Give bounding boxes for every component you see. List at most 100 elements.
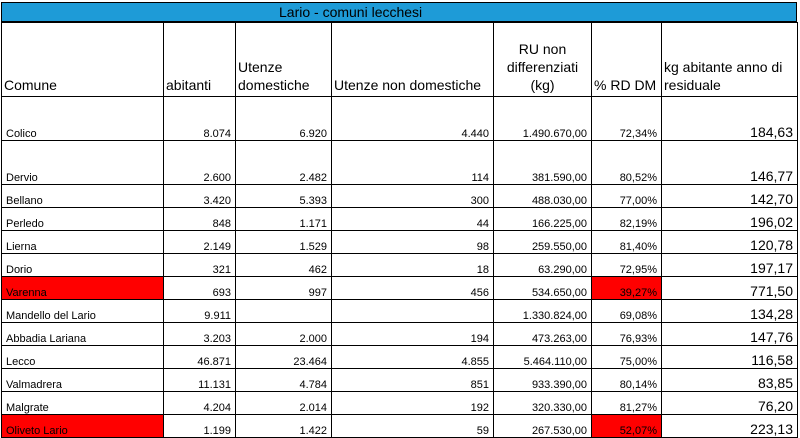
cell-utenze-non-domestiche: 4.440 bbox=[331, 96, 494, 141]
cell-utenze-domestiche: 1.171 bbox=[235, 207, 332, 231]
cell-kg-abitante: 196,02 bbox=[661, 207, 798, 231]
cell-kg-abitante: 771,50 bbox=[661, 276, 798, 300]
cell-ru-non-differenziati: 320.330,00 bbox=[493, 391, 592, 415]
header-comune: Comune bbox=[1, 22, 164, 97]
header-rd-dm: % RD DM bbox=[591, 22, 662, 97]
table-row: Lecco 46.871 23.464 4.855 5.464.110,00 75,00%… bbox=[1, 345, 798, 369]
table-title-bar: Lario - comuni lecchesi bbox=[1, 2, 797, 22]
cell-rd-dm: 80,52% bbox=[591, 140, 662, 185]
cell-utenze-non-domestiche: 192 bbox=[331, 391, 494, 415]
cell-rd-dm: 81,40% bbox=[591, 230, 662, 254]
cell-comune: Varenna bbox=[1, 276, 164, 300]
cell-utenze-domestiche: 23.464 bbox=[235, 345, 332, 369]
table-row: Malgrate 4.204 2.014 192 320.330,00 81,27% 76,… bbox=[1, 391, 798, 415]
cell-utenze-domestiche: 4.784 bbox=[235, 368, 332, 392]
cell-kg-abitante: 116,58 bbox=[661, 345, 798, 369]
table-row: Dorio 321 462 18 63.290,00 72,95% 197,17 bbox=[1, 253, 798, 277]
table-row: Mandello del Lario 9.911 1.330.824,00 69,08… bbox=[1, 299, 798, 323]
cell-utenze-domestiche: 1.529 bbox=[235, 230, 332, 254]
header-ru-non-differenziati: RU non differenziati (kg) bbox=[493, 22, 592, 97]
cell-kg-abitante: 223,13 bbox=[661, 414, 798, 438]
cell-kg-abitante: 76,20 bbox=[661, 391, 798, 415]
cell-utenze-non-domestiche bbox=[331, 299, 494, 323]
cell-utenze-non-domestiche: 194 bbox=[331, 322, 494, 346]
cell-utenze-domestiche: 997 bbox=[235, 276, 332, 300]
cell-utenze-domestiche: 2.000 bbox=[235, 322, 332, 346]
cell-ru-non-differenziati: 933.390,00 bbox=[493, 368, 592, 392]
table-title: Lario - comuni lecchesi bbox=[279, 4, 423, 20]
cell-ru-non-differenziati: 534.650,00 bbox=[493, 276, 592, 300]
cell-rd-dm: 82,19% bbox=[591, 207, 662, 231]
cell-rd-dm: 76,93% bbox=[591, 322, 662, 346]
cell-kg-abitante: 83,85 bbox=[661, 368, 798, 392]
cell-utenze-non-domestiche: 114 bbox=[331, 140, 494, 185]
cell-utenze-non-domestiche: 18 bbox=[331, 253, 494, 277]
table-row: Varenna 693 997 456 534.650,00 39,27% 771,50 bbox=[1, 276, 798, 300]
cell-utenze-non-domestiche: 59 bbox=[331, 414, 494, 438]
header-utenze-non-domestiche: Utenze non domestiche bbox=[331, 22, 494, 97]
cell-ru-non-differenziati: 473.263,00 bbox=[493, 322, 592, 346]
cell-abitanti: 693 bbox=[163, 276, 236, 300]
header-abitanti: abitanti bbox=[163, 22, 236, 97]
cell-rd-dm: 77,00% bbox=[591, 184, 662, 208]
table-row: Abbadia Lariana 3.203 2.000 194 473.263,00 76… bbox=[1, 322, 798, 346]
table-row: Dervio 2.600 2.482 114 381.590,00 80,52% 146,7… bbox=[1, 140, 798, 185]
header-kg-abitante: kg abitante anno di residuale bbox=[661, 22, 798, 97]
cell-utenze-non-domestiche: 98 bbox=[331, 230, 494, 254]
cell-utenze-domestiche: 2.014 bbox=[235, 391, 332, 415]
cell-abitanti: 3.203 bbox=[163, 322, 236, 346]
cell-rd-dm: 75,00% bbox=[591, 345, 662, 369]
cell-abitanti: 2.600 bbox=[163, 140, 236, 185]
cell-ru-non-differenziati: 166.225,00 bbox=[493, 207, 592, 231]
cell-comune: Abbadia Lariana bbox=[1, 322, 164, 346]
cell-comune: Oliveto Lario bbox=[1, 414, 164, 438]
cell-rd-dm: 81,27% bbox=[591, 391, 662, 415]
cell-abitanti: 321 bbox=[163, 253, 236, 277]
cell-ru-non-differenziati: 381.590,00 bbox=[493, 140, 592, 185]
cell-comune: Dervio bbox=[1, 140, 164, 185]
cell-abitanti: 3.420 bbox=[163, 184, 236, 208]
cell-rd-dm: 80,14% bbox=[591, 368, 662, 392]
table-row: Lierna 2.149 1.529 98 259.550,00 81,40% 120,78 bbox=[1, 230, 798, 254]
cell-comune: Malgrate bbox=[1, 391, 164, 415]
cell-ru-non-differenziati: 63.290,00 bbox=[493, 253, 592, 277]
cell-abitanti: 9.911 bbox=[163, 299, 236, 323]
cell-utenze-domestiche: 6.920 bbox=[235, 96, 332, 141]
cell-kg-abitante: 184,63 bbox=[661, 96, 798, 141]
cell-utenze-domestiche: 5.393 bbox=[235, 184, 332, 208]
table-row: Perledo 848 1.171 44 166.225,00 82,19% 196,02 bbox=[1, 207, 798, 231]
cell-rd-dm: 72,95% bbox=[591, 253, 662, 277]
cell-abitanti: 848 bbox=[163, 207, 236, 231]
cell-abitanti: 11.131 bbox=[163, 368, 236, 392]
cell-ru-non-differenziati: 5.464.110,00 bbox=[493, 345, 592, 369]
cell-ru-non-differenziati: 259.550,00 bbox=[493, 230, 592, 254]
cell-utenze-domestiche: 2.482 bbox=[235, 140, 332, 185]
cell-rd-dm: 52,07% bbox=[591, 414, 662, 438]
cell-ru-non-differenziati: 1.330.824,00 bbox=[493, 299, 592, 323]
cell-comune: Dorio bbox=[1, 253, 164, 277]
cell-rd-dm: 72,34% bbox=[591, 96, 662, 141]
cell-kg-abitante: 120,78 bbox=[661, 230, 798, 254]
table-row: Colico 8.074 6.920 4.440 1.490.670,00 72,34% 1… bbox=[1, 96, 798, 141]
cell-utenze-non-domestiche: 300 bbox=[331, 184, 494, 208]
cell-utenze-domestiche: 462 bbox=[235, 253, 332, 277]
cell-rd-dm: 69,08% bbox=[591, 299, 662, 323]
cell-comune: Valmadrera bbox=[1, 368, 164, 392]
cell-ru-non-differenziati: 488.030,00 bbox=[493, 184, 592, 208]
cell-comune: Mandello del Lario bbox=[1, 299, 164, 323]
cell-utenze-non-domestiche: 851 bbox=[331, 368, 494, 392]
cell-utenze-domestiche bbox=[235, 299, 332, 323]
cell-abitanti: 46.871 bbox=[163, 345, 236, 369]
cell-utenze-non-domestiche: 44 bbox=[331, 207, 494, 231]
cell-utenze-non-domestiche: 4.855 bbox=[331, 345, 494, 369]
header-utenze-domestiche: Utenze domestiche bbox=[235, 22, 332, 97]
cell-comune: Lierna bbox=[1, 230, 164, 254]
cell-utenze-domestiche: 1.422 bbox=[235, 414, 332, 438]
table-row: Bellano 3.420 5.393 300 488.030,00 77,00% 142,… bbox=[1, 184, 798, 208]
cell-abitanti: 2.149 bbox=[163, 230, 236, 254]
cell-comune: Bellano bbox=[1, 184, 164, 208]
cell-rd-dm: 39,27% bbox=[591, 276, 662, 300]
cell-kg-abitante: 147,76 bbox=[661, 322, 798, 346]
cell-comune: Perledo bbox=[1, 207, 164, 231]
cell-abitanti: 4.204 bbox=[163, 391, 236, 415]
